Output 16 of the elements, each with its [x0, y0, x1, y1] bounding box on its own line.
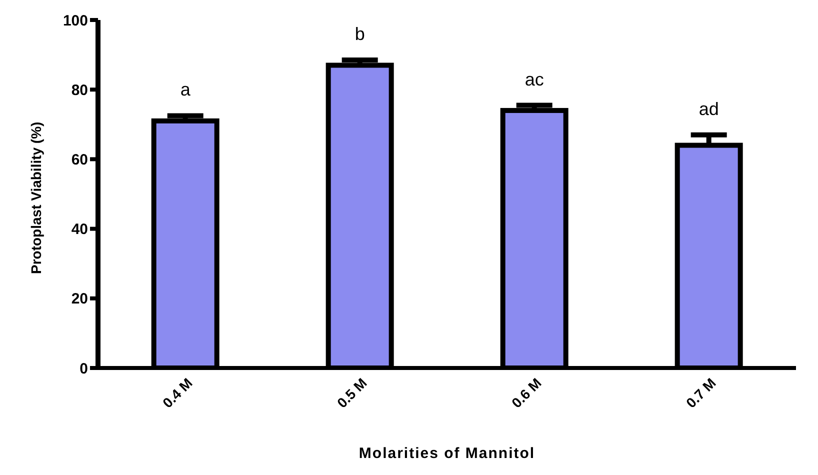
- y-tick-label: 80: [71, 82, 88, 99]
- x-tick-label: 0.4 M: [159, 374, 196, 411]
- x-axis-title: Molarities of Mannitol: [358, 445, 536, 462]
- y-tick-label: 0: [80, 360, 88, 378]
- annotation: a: [180, 80, 192, 100]
- annotation: b: [354, 24, 365, 44]
- y-tick-label: 40: [71, 221, 88, 238]
- x-tick-label: 0.6 M: [508, 374, 544, 411]
- x-tick-label: 0.5 M: [334, 374, 370, 411]
- annotation: ac: [524, 69, 544, 90]
- x-tick-label: 0.7 M: [682, 374, 719, 411]
- y-tick-label: 100: [62, 12, 88, 30]
- annotation: ad: [698, 98, 719, 119]
- y-tick-label: 60: [71, 152, 88, 169]
- y-axis-title: Protoplast Viability (%): [28, 122, 44, 274]
- y-tick-label: 20: [71, 290, 88, 308]
